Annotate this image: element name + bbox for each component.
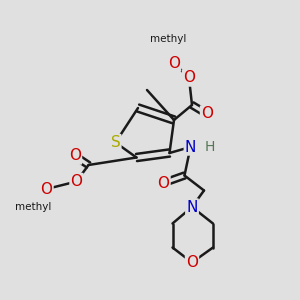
Text: O: O (69, 148, 81, 164)
Text: methyl: methyl (150, 34, 186, 44)
Text: O: O (70, 174, 83, 189)
Text: O: O (201, 106, 213, 122)
Text: O: O (186, 255, 198, 270)
Text: N: N (185, 140, 196, 154)
Text: H: H (205, 140, 215, 154)
Text: N: N (186, 200, 198, 214)
Text: O: O (40, 182, 52, 196)
Text: O: O (168, 56, 180, 70)
Text: methyl: methyl (15, 202, 51, 212)
Text: O: O (183, 70, 195, 86)
Text: O: O (158, 176, 169, 190)
Text: S: S (111, 135, 120, 150)
